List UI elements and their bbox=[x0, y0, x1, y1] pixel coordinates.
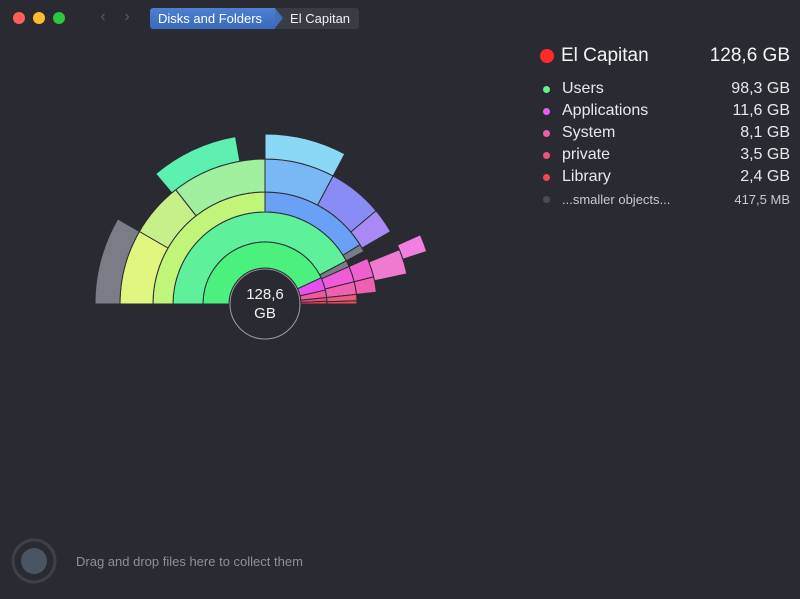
red-dot-icon bbox=[543, 173, 550, 181]
green-dot-icon bbox=[543, 85, 550, 93]
red-dot-icon bbox=[540, 49, 554, 63]
center-total-value: 128,6 bbox=[246, 286, 284, 303]
legend-panel: El Capitan 128,6 GB Users 98,3 GB Applic… bbox=[540, 44, 790, 210]
segment-outer-7[interactable] bbox=[368, 249, 408, 282]
center-total-unit: GB bbox=[254, 305, 276, 322]
segment-outer-6[interactable] bbox=[350, 210, 392, 249]
legend-item-name: private bbox=[562, 146, 611, 163]
pink-dot-icon bbox=[543, 129, 550, 137]
legend-item-size: 98,3 GB bbox=[731, 80, 790, 97]
segment-outer-2[interactable] bbox=[138, 189, 197, 249]
legend-total: 128,6 GB bbox=[709, 45, 790, 66]
legend-item-size: 3,5 GB bbox=[740, 146, 790, 163]
legend-item-name: ...smaller objects... bbox=[562, 191, 671, 207]
gray-dot-icon bbox=[543, 195, 550, 203]
legend-item-smaller-objects[interactable]: ...smaller objects... 417,5 MB bbox=[540, 188, 790, 210]
rose-dot-icon bbox=[543, 151, 550, 159]
segment-misc-folder[interactable] bbox=[342, 243, 365, 262]
segment-outer-8[interactable] bbox=[94, 218, 141, 305]
legend-item-name: Users bbox=[562, 80, 604, 97]
forward-chevron-icon[interactable]: › bbox=[124, 8, 130, 25]
title-bar: ‹ › Disks and Folders El Capitan bbox=[0, 0, 800, 36]
legend-item-size: 8,1 GB bbox=[740, 124, 790, 141]
drop-zone[interactable]: Drag and drop files here to collect them bbox=[0, 520, 800, 599]
legend-title: El Capitan bbox=[561, 45, 649, 66]
segment-system-library[interactable] bbox=[353, 276, 377, 295]
purple-dot-icon bbox=[543, 107, 550, 115]
segment-outer-10[interactable] bbox=[264, 133, 346, 177]
legend-item-name: Applications bbox=[562, 102, 649, 119]
legend-item-name: System bbox=[562, 124, 616, 141]
legend-item-size: 2,4 GB bbox=[740, 168, 790, 185]
segment-library-sub[interactable] bbox=[326, 300, 358, 305]
close-window-button[interactable] bbox=[13, 12, 25, 24]
breadcrumb: Disks and Folders El Capitan bbox=[150, 8, 360, 29]
center-circle[interactable] bbox=[229, 268, 301, 340]
breadcrumb-disks-and-folders[interactable]: Disks and Folders bbox=[150, 8, 284, 29]
legend-item-private[interactable]: private 3,5 GB bbox=[540, 144, 790, 166]
segment-outer-9[interactable] bbox=[155, 136, 241, 194]
collector-icon[interactable] bbox=[11, 538, 57, 584]
legend-item-users[interactable]: Users 98,3 GB bbox=[540, 78, 790, 100]
drop-zone-hint: Drag and drop files here to collect them bbox=[76, 554, 303, 569]
sunburst-chart[interactable] bbox=[0, 36, 520, 356]
legend-item-size: 417,5 MB bbox=[734, 191, 790, 207]
legend-item-name: Library bbox=[562, 168, 611, 185]
segment-outer-11[interactable] bbox=[396, 234, 428, 260]
segment-outer-5[interactable] bbox=[316, 175, 377, 233]
breadcrumb-el-capitan[interactable]: El Capitan bbox=[275, 8, 360, 29]
legend-title-row[interactable]: El Capitan 128,6 GB bbox=[540, 44, 790, 68]
legend-item-library[interactable]: Library 2,4 GB bbox=[540, 166, 790, 188]
back-chevron-icon[interactable]: ‹ bbox=[100, 8, 106, 25]
legend-item-applications[interactable]: Applications 11,6 GB bbox=[540, 100, 790, 122]
zoom-window-button[interactable] bbox=[53, 12, 65, 24]
minimize-window-button[interactable] bbox=[33, 12, 45, 24]
legend-item-size: 11,6 GB bbox=[732, 102, 790, 119]
center-total-label[interactable]: 128,6 GB bbox=[230, 285, 300, 323]
legend-item-system[interactable]: System 8,1 GB bbox=[540, 122, 790, 144]
